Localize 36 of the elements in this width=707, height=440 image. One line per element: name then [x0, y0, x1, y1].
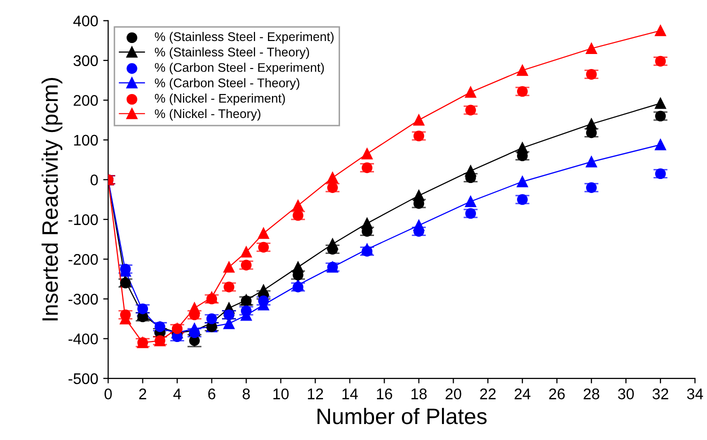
- x-tick-label: 18: [412, 388, 427, 400]
- x-tick-label: 34: [687, 388, 704, 400]
- x-tick-label: 22: [480, 388, 496, 400]
- x-tick-label: 26: [549, 388, 565, 400]
- x-tick-label: 16: [376, 388, 392, 400]
- x-tick-label: 20: [446, 388, 462, 400]
- legend-label: % (Carbon Steel - Experiment): [154, 62, 324, 74]
- x-axis-title: Number of Plates: [318, 408, 487, 424]
- y-tick-label: -200: [68, 254, 98, 265]
- legend-label: % (Stainless Steel - Experiment): [154, 32, 334, 44]
- y-tick-label: 200: [74, 95, 98, 106]
- legend-label: % (Stainless Steel - Theory): [154, 47, 310, 59]
- x-tick-label: 24: [514, 388, 530, 400]
- y-tick-label: -500: [68, 373, 98, 384]
- x-tick-label: 8: [242, 388, 250, 400]
- x-tick-label: 6: [208, 388, 216, 400]
- x-tick-label: 30: [618, 388, 634, 400]
- x-tick-label: 2: [139, 388, 146, 400]
- x-tick-label: 4: [173, 388, 182, 400]
- y-axis-title: Inserted Reactivity (pcm): [42, 78, 62, 320]
- legend-label: % (Carbon Steel - Theory): [154, 78, 300, 90]
- y-tick-label: 0: [90, 174, 98, 186]
- y-tick-label: 400: [73, 16, 98, 26]
- x-tick-label: 10: [273, 388, 289, 400]
- x-tick-label: 12: [308, 388, 324, 400]
- x-tick-label: 14: [342, 388, 358, 400]
- x-tick-label: 0: [104, 388, 112, 400]
- legend-label: % (Nickel - Theory): [154, 108, 260, 121]
- x-tick-label: 32: [652, 388, 668, 400]
- y-tick-label: -400: [68, 334, 98, 344]
- x-tick-label: 28: [584, 388, 600, 400]
- y-tick-label: -100: [68, 214, 98, 226]
- y-tick-label: 100: [74, 134, 98, 146]
- y-tick-label: -300: [68, 294, 98, 305]
- y-tick-label: 300: [74, 55, 98, 66]
- legend-label: % (Nickel - Experiment): [154, 94, 285, 106]
